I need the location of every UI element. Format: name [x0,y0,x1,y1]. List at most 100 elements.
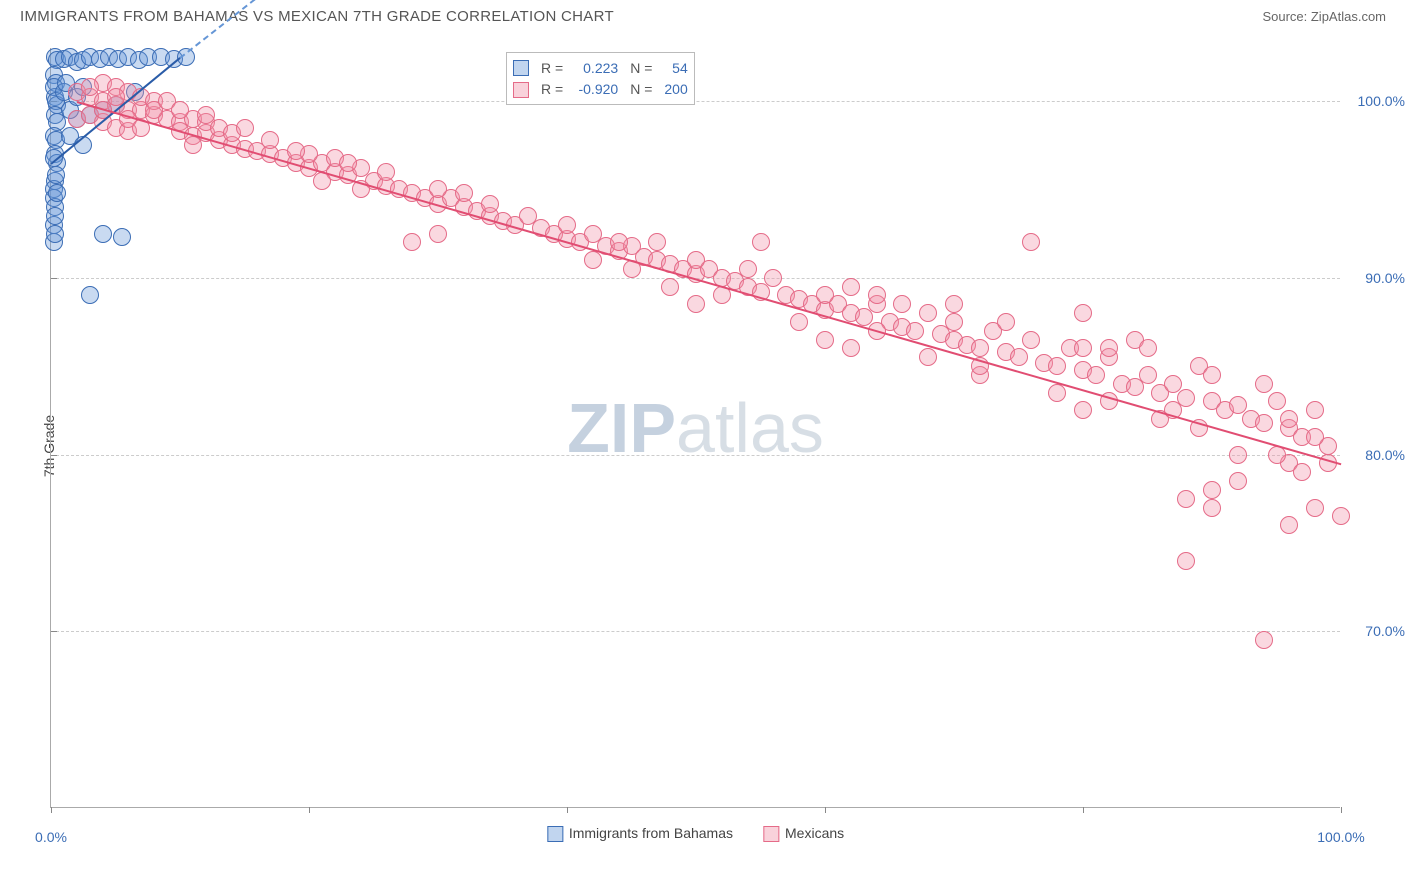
data-point [455,184,473,202]
data-point [429,225,447,243]
data-point [1280,410,1298,428]
data-point [1048,384,1066,402]
data-point [558,216,576,234]
data-point [687,251,705,269]
data-point [46,207,64,225]
data-point [94,225,112,243]
data-point [648,233,666,251]
data-point [1139,339,1157,357]
data-point [48,184,66,202]
data-point [816,286,834,304]
data-point [919,348,937,366]
legend-item: Immigrants from Bahamas [547,825,733,842]
data-point [1229,446,1247,464]
data-point [1074,304,1092,322]
data-point [403,233,421,251]
data-point [1100,339,1118,357]
data-point [184,136,202,154]
x-tick [1083,807,1084,813]
data-point [945,295,963,313]
x-tick-label: 0.0% [35,829,67,845]
data-point [945,313,963,331]
data-point [1010,348,1028,366]
legend-label: Mexicans [785,825,844,841]
data-point [81,286,99,304]
x-tick [51,807,52,813]
legend-item: Mexicans [763,825,844,842]
data-point [1177,490,1195,508]
legend-n-value: 54 [658,57,693,78]
data-point [1177,552,1195,570]
legend-statistics: R =0.223N =54R =-0.920N =200 [506,52,695,105]
x-tick-label: 100.0% [1317,829,1364,845]
data-point [816,331,834,349]
data-point [429,180,447,198]
legend-r-value: 0.223 [569,57,624,78]
y-tick-label: 90.0% [1365,270,1405,286]
header: IMMIGRANTS FROM BAHAMAS VS MEXICAN 7TH G… [0,0,1406,29]
data-point [661,278,679,296]
data-point [687,295,705,313]
data-point [74,136,92,154]
data-point [287,142,305,160]
data-point [113,228,131,246]
data-point [1306,428,1324,446]
data-point [971,339,989,357]
data-point [842,339,860,357]
data-point [1022,233,1040,251]
data-point [339,154,357,172]
y-tick-label: 100.0% [1358,93,1405,109]
data-point [1139,366,1157,384]
data-point [906,322,924,340]
data-point [919,304,937,322]
x-tick [1341,807,1342,813]
data-point [1332,507,1350,525]
legend-row: R =0.223N =54 [507,57,694,78]
data-point [261,131,279,149]
data-point [868,286,886,304]
data-point [171,101,189,119]
data-point [236,119,254,137]
legend-n-label: N = [624,78,658,99]
data-point [197,106,215,124]
data-point [893,295,911,313]
legend-row: R =-0.920N =200 [507,78,694,99]
y-tick [51,631,57,632]
y-tick [51,455,57,456]
legend-swatch [513,82,529,98]
y-tick [51,278,57,279]
legend-swatch [547,826,563,842]
x-tick [825,807,826,813]
legend-r-label: R = [535,57,569,78]
data-point [610,233,628,251]
data-point [1306,499,1324,517]
gridline [51,101,1340,102]
chart-title: IMMIGRANTS FROM BAHAMAS VS MEXICAN 7TH G… [20,8,614,25]
watermark: ZIPatlas [567,388,824,468]
data-point [1280,516,1298,534]
data-point [752,233,770,251]
trend-line [77,101,1342,465]
data-point [377,163,395,181]
data-point [1255,414,1273,432]
data-point [1293,463,1311,481]
data-point [739,260,757,278]
legend-n-value: 200 [658,78,693,99]
data-point [1268,392,1286,410]
data-point [1306,401,1324,419]
data-point [1048,357,1066,375]
data-point [842,278,860,296]
data-point [997,313,1015,331]
data-point [1255,631,1273,649]
data-point [1229,472,1247,490]
data-point [1087,366,1105,384]
legend-series: Immigrants from Bahamas Mexicans [547,825,844,842]
data-point [1074,339,1092,357]
legend-swatch [763,826,779,842]
y-tick-label: 80.0% [1365,447,1405,463]
legend-n-label: N = [624,57,658,78]
x-tick [309,807,310,813]
source-label: Source: ZipAtlas.com [1262,9,1386,24]
data-point [1022,331,1040,349]
legend-label: Immigrants from Bahamas [569,825,733,841]
